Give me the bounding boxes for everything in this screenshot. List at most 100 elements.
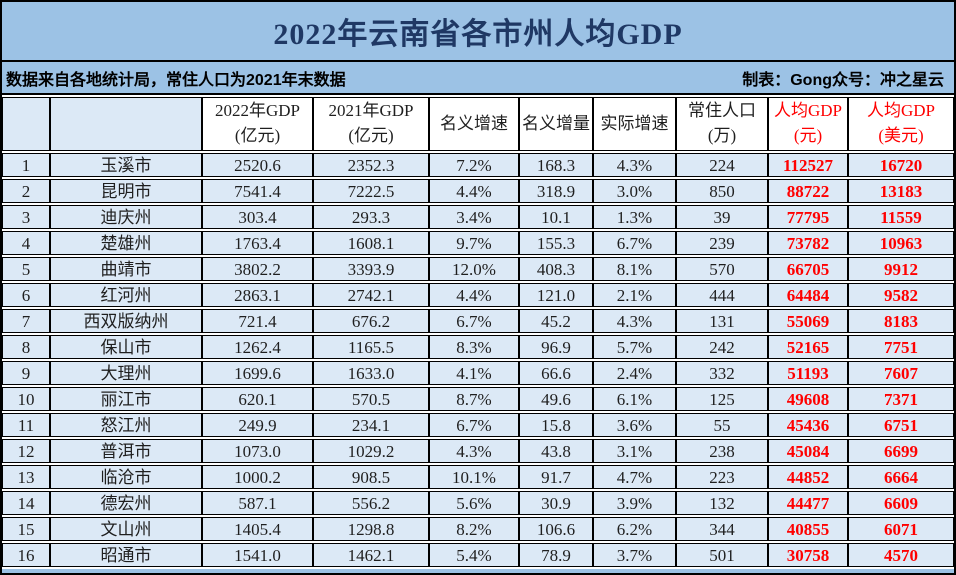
cell-nominal-gain: 43.8 xyxy=(519,439,593,463)
cell-real-growth: 4.7% xyxy=(593,465,676,489)
cell-population: 131 xyxy=(676,309,768,333)
table-row: 13 临沧市 1000.2 908.5 10.1% 91.7 4.7% 223 44852 666… xyxy=(2,465,954,489)
cell-population: 224 xyxy=(676,153,768,177)
col-header-real-growth: 实际增速 xyxy=(593,97,676,151)
cell-nominal-growth: 4.1% xyxy=(429,361,519,385)
cell-gdp-per-cap-cny: 51193 xyxy=(768,361,848,385)
cell-nominal-growth: 10.1% xyxy=(429,465,519,489)
note-bar: 数据来自各地统计局，常住人口为2021年末数据 制表：Gong众号：冲之星云 xyxy=(2,62,954,95)
cell-gdp-per-cap-usd: 6751 xyxy=(848,413,954,437)
cell-population: 332 xyxy=(676,361,768,385)
gdp-table-head: 2022年GDP (亿元) 2021年GDP (亿元) 名义增速 名义增量 实际增速 常住人口… xyxy=(2,97,954,151)
cell-real-growth: 4.3% xyxy=(593,153,676,177)
cell-rank: 7 xyxy=(2,309,50,333)
cell-nominal-growth: 7.2% xyxy=(429,153,519,177)
cell-gdp-per-cap-usd: 9912 xyxy=(848,257,954,281)
cell-gdp-per-cap-cny: 45436 xyxy=(768,413,848,437)
cell-nominal-gain: 66.6 xyxy=(519,361,593,385)
cell-gdp-per-cap-usd: 6664 xyxy=(848,465,954,489)
cell-nominal-gain: 408.3 xyxy=(519,257,593,281)
cell-gdp-per-cap-cny: 30758 xyxy=(768,543,848,567)
col-header-nominal-growth: 名义增速 xyxy=(429,97,519,151)
cell-nominal-gain: 15.8 xyxy=(519,413,593,437)
cell-gdp-2021: 293.3 xyxy=(313,205,429,229)
cell-population: 239 xyxy=(676,231,768,255)
cell-real-growth: 3.1% xyxy=(593,439,676,463)
cell-gdp-2021: 1608.1 xyxy=(313,231,429,255)
cell-gdp-2021: 7222.5 xyxy=(313,179,429,203)
page-title: 2022年云南省各市州人均GDP xyxy=(273,18,683,51)
cell-rank: 10 xyxy=(2,387,50,411)
col-header-city xyxy=(50,97,202,151)
cell-real-growth: 4.3% xyxy=(593,309,676,333)
table-row: 12 普洱市 1073.0 1029.2 4.3% 43.8 3.1% 238 45084 669… xyxy=(2,439,954,463)
cell-nominal-gain: 106.6 xyxy=(519,517,593,541)
cell-gdp-2021: 3393.9 xyxy=(313,257,429,281)
cell-nominal-gain: 30.9 xyxy=(519,491,593,515)
cell-nominal-gain: 318.9 xyxy=(519,179,593,203)
cell-city: 怒江州 xyxy=(50,413,202,437)
cell-nominal-gain: 78.9 xyxy=(519,543,593,567)
cell-gdp-2021: 908.5 xyxy=(313,465,429,489)
cell-nominal-gain: 49.6 xyxy=(519,387,593,411)
cell-population: 570 xyxy=(676,257,768,281)
cell-nominal-gain: 155.3 xyxy=(519,231,593,255)
cell-gdp-2021: 1165.5 xyxy=(313,335,429,359)
cell-real-growth: 3.9% xyxy=(593,491,676,515)
cell-rank: 5 xyxy=(2,257,50,281)
cell-gdp-2022: 2520.6 xyxy=(202,153,313,177)
cell-nominal-growth: 12.0% xyxy=(429,257,519,281)
cell-city: 迪庆州 xyxy=(50,205,202,229)
cell-population: 125 xyxy=(676,387,768,411)
cell-real-growth: 3.0% xyxy=(593,179,676,203)
col-header-gdp-2022: 2022年GDP (亿元) xyxy=(202,97,313,151)
cell-population: 223 xyxy=(676,465,768,489)
cell-gdp-per-cap-usd: 6071 xyxy=(848,517,954,541)
col-header-gdp-per-cap-usd: 人均GDP (美元) xyxy=(848,97,954,151)
cell-real-growth: 2.4% xyxy=(593,361,676,385)
cell-population: 132 xyxy=(676,491,768,515)
cell-gdp-2022: 303.4 xyxy=(202,205,313,229)
cell-gdp-per-cap-usd: 7751 xyxy=(848,335,954,359)
cell-city: 红河州 xyxy=(50,283,202,307)
cell-nominal-growth: 5.4% xyxy=(429,543,519,567)
col-header-rank xyxy=(2,97,50,151)
cell-gdp-per-cap-cny: 88722 xyxy=(768,179,848,203)
cell-city: 曲靖市 xyxy=(50,257,202,281)
cell-nominal-growth: 3.4% xyxy=(429,205,519,229)
cell-gdp-2021: 1029.2 xyxy=(313,439,429,463)
cell-gdp-per-cap-usd: 8183 xyxy=(848,309,954,333)
col-header-gdp-per-cap-cny: 人均GDP (元) xyxy=(768,97,848,151)
cell-gdp-2022: 1699.6 xyxy=(202,361,313,385)
cell-nominal-gain: 91.7 xyxy=(519,465,593,489)
cell-gdp-per-cap-usd: 7607 xyxy=(848,361,954,385)
cell-gdp-2021: 556.2 xyxy=(313,491,429,515)
cell-population: 39 xyxy=(676,205,768,229)
cell-gdp-2022: 249.9 xyxy=(202,413,313,437)
cell-nominal-gain: 10.1 xyxy=(519,205,593,229)
cell-rank: 12 xyxy=(2,439,50,463)
cell-city: 玉溪市 xyxy=(50,153,202,177)
cell-city: 楚雄州 xyxy=(50,231,202,255)
cell-nominal-growth: 6.7% xyxy=(429,309,519,333)
table-row: 5 曲靖市 3802.2 3393.9 12.0% 408.3 8.1% 570 66705 99… xyxy=(2,257,954,281)
cell-gdp-per-cap-usd: 11559 xyxy=(848,205,954,229)
table-row: 2 昆明市 7541.4 7222.5 4.4% 318.9 3.0% 850 88722 131… xyxy=(2,179,954,203)
cell-gdp-2022: 7541.4 xyxy=(202,179,313,203)
cell-city: 保山市 xyxy=(50,335,202,359)
cell-rank: 6 xyxy=(2,283,50,307)
table-row: 3 迪庆州 303.4 293.3 3.4% 10.1 1.3% 39 77795 11559 xyxy=(2,205,954,229)
cell-nominal-growth: 5.6% xyxy=(429,491,519,515)
cell-nominal-growth: 4.4% xyxy=(429,179,519,203)
cell-rank: 8 xyxy=(2,335,50,359)
cell-gdp-per-cap-cny: 52165 xyxy=(768,335,848,359)
table-row: 16 昭通市 1541.0 1462.1 5.4% 78.9 3.7% 501 30758 457… xyxy=(2,543,954,567)
cell-gdp-2021: 2352.3 xyxy=(313,153,429,177)
cell-gdp-per-cap-usd: 13183 xyxy=(848,179,954,203)
cell-real-growth: 3.6% xyxy=(593,413,676,437)
cell-gdp-per-cap-cny: 40855 xyxy=(768,517,848,541)
cell-rank: 2 xyxy=(2,179,50,203)
table-row: 11 怒江州 249.9 234.1 6.7% 15.8 3.6% 55 45436 6751 xyxy=(2,413,954,437)
table-row: 15 文山州 1405.4 1298.8 8.2% 106.6 6.2% 344 40855 60… xyxy=(2,517,954,541)
